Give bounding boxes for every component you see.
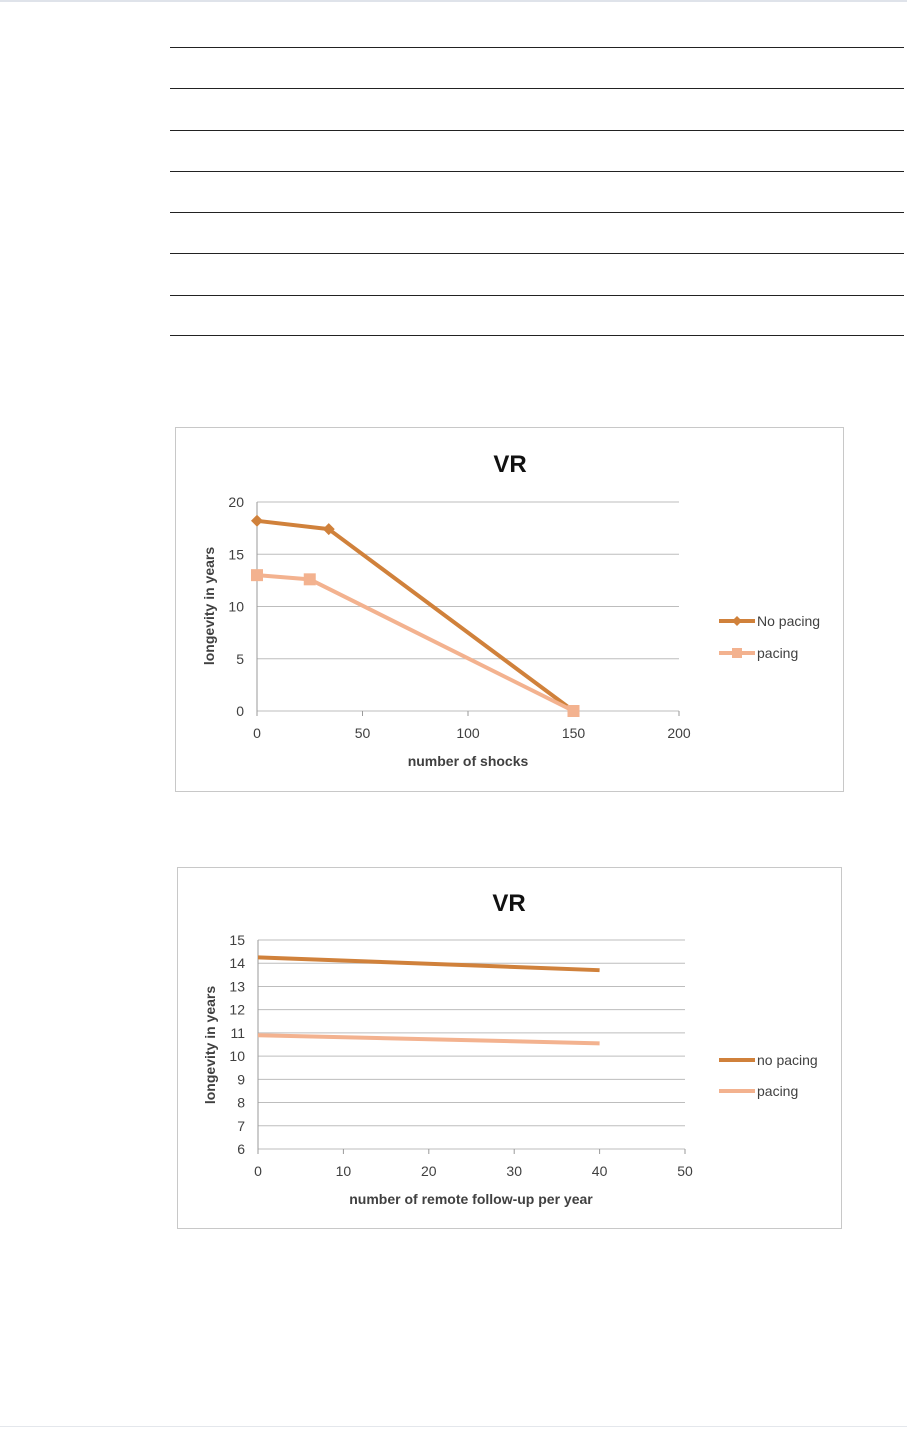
legend-label: no pacing: [757, 1052, 818, 1068]
legend-marker: [732, 648, 742, 658]
table-row: [170, 47, 904, 88]
legend-label: pacing: [757, 1083, 798, 1099]
x-axis-title: number of remote follow-up per year: [349, 1191, 593, 1207]
table-row: [170, 294, 904, 337]
y-tick-label: 0: [236, 703, 244, 719]
y-tick-label: 15: [229, 932, 245, 948]
x-tick-label: 50: [355, 725, 371, 741]
chart-title: VR: [492, 890, 525, 917]
table-row: [170, 88, 904, 129]
x-tick-label: 150: [562, 725, 586, 741]
series-line: [257, 955, 600, 973]
data-point: [567, 705, 580, 717]
x-tick-label: 40: [592, 1163, 608, 1179]
x-axis-title: number of shocks: [408, 753, 529, 769]
data-point: [251, 569, 263, 582]
chart-title: VR: [493, 451, 526, 478]
y-tick-label: 13: [229, 978, 245, 994]
legend-label: pacing: [757, 645, 798, 661]
y-tick-label: 11: [230, 1025, 245, 1041]
y-axis-title: longevity in years: [202, 986, 218, 1104]
data-point: [251, 514, 263, 527]
x-tick-label: 50: [677, 1163, 693, 1179]
y-tick-label: 14: [229, 955, 245, 971]
y-axis-title: longevity in years: [201, 547, 217, 665]
table-row: [170, 212, 904, 253]
x-tick-label: 0: [253, 725, 261, 741]
y-tick-label: 10: [228, 599, 244, 615]
page-bottom-rule: [0, 1426, 907, 1427]
x-tick-label: 0: [254, 1163, 262, 1179]
x-tick-label: 10: [336, 1163, 352, 1179]
y-tick-label: 8: [237, 1095, 245, 1111]
table-row: [170, 170, 904, 212]
legend-marker: [732, 616, 742, 626]
x-tick-label: 200: [667, 725, 691, 741]
y-tick-label: 10: [229, 1048, 245, 1064]
x-tick-label: 20: [421, 1163, 437, 1179]
x-tick-label: 100: [456, 725, 480, 741]
page-top-rule: [0, 0, 907, 2]
series-line: [257, 1033, 600, 1046]
y-tick-label: 12: [229, 1002, 245, 1018]
series-line: [256, 518, 575, 713]
x-tick-label: 30: [506, 1163, 522, 1179]
table-row: [170, 253, 904, 294]
data-point: [303, 573, 316, 586]
y-tick-label: 5: [236, 651, 244, 667]
data-point: [322, 523, 335, 536]
y-tick-label: 7: [237, 1118, 245, 1134]
y-tick-label: 6: [237, 1141, 245, 1157]
chart-shocks: VR 0 5 10 15 20 0 50 100 150 200 number of shocks lo…: [175, 427, 844, 792]
legend-label: No pacing: [757, 613, 820, 629]
y-tick-label: 15: [228, 546, 244, 562]
y-tick-label: 20: [228, 494, 244, 510]
table-row: [170, 129, 904, 171]
y-tick-label: 9: [237, 1071, 245, 1087]
chart-remote-followup-svg: VR 6 7 8 9 10 11 12 13 14 15 0 10 20 30 40 50 number of r…: [202, 890, 818, 1207]
empty-table: [170, 47, 904, 337]
chart-remote-followup: VR 6 7 8 9 10 11 12 13 14 15 0 10 20 30 40 50 number of r…: [177, 867, 842, 1229]
